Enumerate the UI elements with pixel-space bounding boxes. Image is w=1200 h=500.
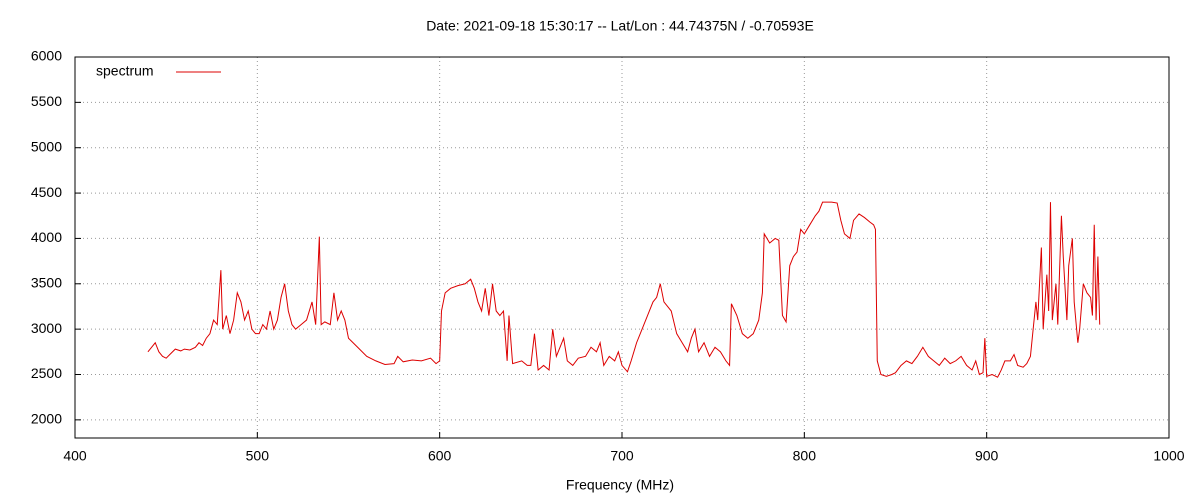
- spectrum-line: [147, 201, 1101, 378]
- y-tick-label: 3500: [31, 274, 62, 290]
- legend-label: spectrum: [96, 63, 154, 79]
- x-tick-label: 600: [428, 448, 452, 464]
- x-axis-label: Frequency (MHz): [566, 477, 674, 493]
- y-tick-label: 4500: [31, 184, 62, 200]
- plot-border: [74, 56, 1170, 439]
- y-tick-label: 2000: [31, 411, 62, 427]
- chart-title: Date: 2021-09-18 15:30:17 -- Lat/Lon : 4…: [426, 18, 814, 34]
- y-tick-label: 3000: [31, 320, 62, 336]
- y-tick-label: 5500: [31, 93, 62, 109]
- x-tick-label: 500: [246, 448, 270, 464]
- y-tick-label: 6000: [31, 48, 62, 64]
- y-tick-label: 2500: [31, 365, 62, 381]
- x-tick-label: 700: [610, 448, 634, 464]
- x-tick-label: 900: [975, 448, 999, 464]
- y-tick-label: 5000: [31, 138, 62, 154]
- x-tick-label: 1000: [1153, 448, 1184, 464]
- x-tick-label: 800: [793, 448, 817, 464]
- x-tick-label: 400: [63, 448, 87, 464]
- y-tick-label: 4000: [31, 229, 62, 245]
